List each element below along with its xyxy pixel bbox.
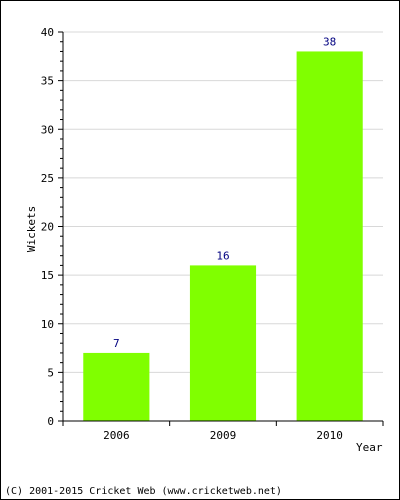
x-tick-label: 2006 xyxy=(103,429,130,442)
x-axis-title: Year xyxy=(356,441,383,454)
y-axis-title: Wickets xyxy=(25,206,38,252)
y-axis-ticks: 0 5 10 15 20 25 30 35 40 xyxy=(41,26,63,428)
bar xyxy=(189,265,257,421)
y-tick-label: 0 xyxy=(47,415,54,428)
bar xyxy=(296,51,363,421)
x-tick-label: 2010 xyxy=(316,429,343,442)
x-tick-label: 2009 xyxy=(210,429,237,442)
bar xyxy=(83,352,150,421)
copyright-footer: (C) 2001-2015 Cricket Web (www.cricketwe… xyxy=(5,486,282,497)
x-axis-ticks: 2006 2009 2010 xyxy=(62,421,384,442)
y-tick-label: 30 xyxy=(41,123,54,136)
y-tick-label: 10 xyxy=(41,318,54,331)
y-tick-label: 25 xyxy=(41,172,54,185)
data-label: 38 xyxy=(323,35,336,48)
data-label: 16 xyxy=(216,249,229,262)
data-labels: 7 16 38 xyxy=(113,35,336,349)
y-tick-label: 35 xyxy=(41,75,54,88)
y-tick-label: 15 xyxy=(41,269,54,282)
data-label: 7 xyxy=(113,337,120,350)
y-tick-label: 5 xyxy=(47,366,54,379)
bars xyxy=(83,51,363,421)
y-tick-label: 20 xyxy=(41,221,54,234)
y-tick-label: 40 xyxy=(41,26,54,39)
